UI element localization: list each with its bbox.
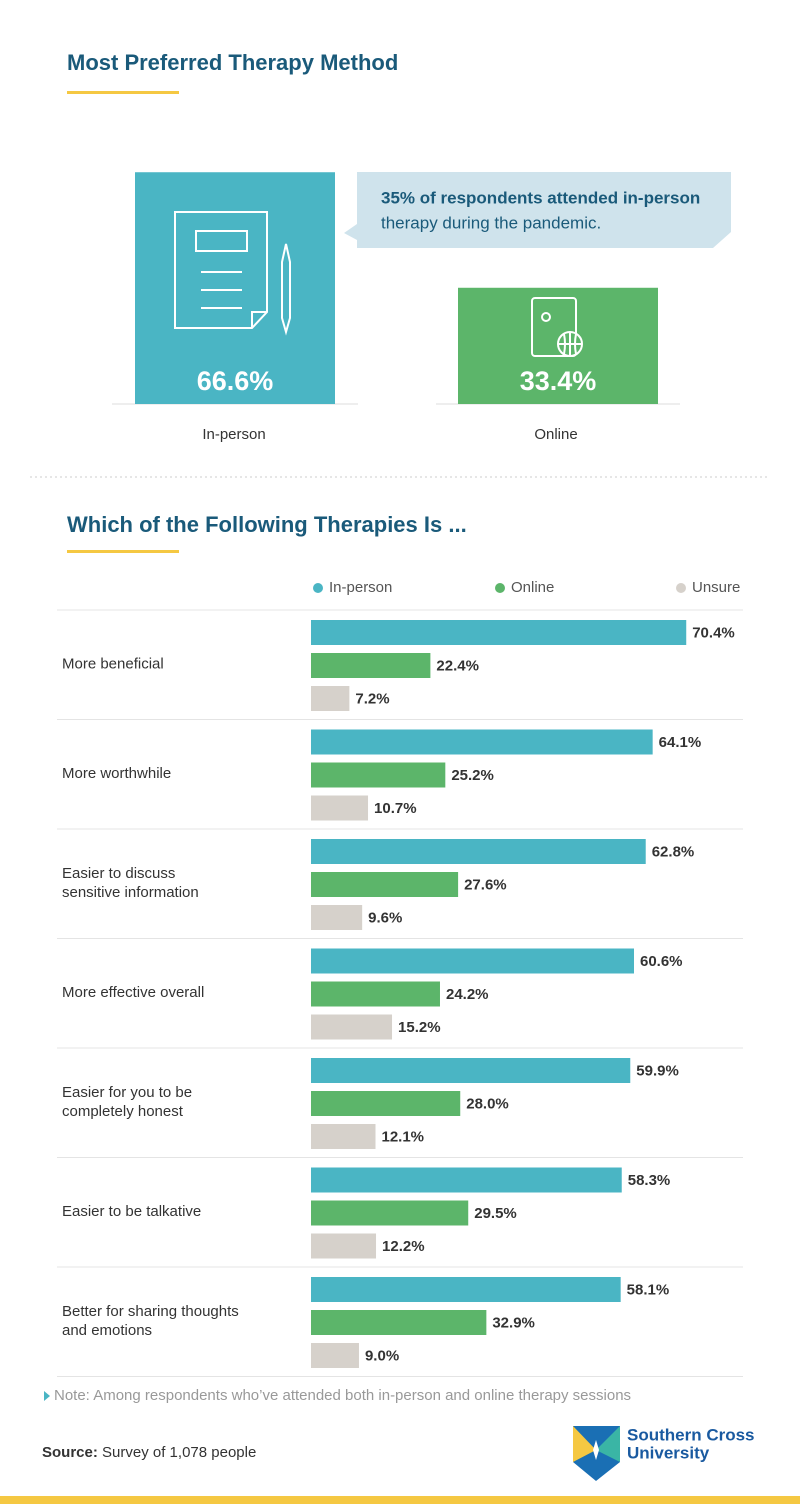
value-label: 70.4% xyxy=(692,624,735,641)
value-label: 62.8% xyxy=(652,843,695,860)
value-label: 58.3% xyxy=(628,1172,671,1189)
callout-text: therapy during the pandemic. xyxy=(381,213,601,232)
icon xyxy=(174,211,268,329)
bar xyxy=(311,872,459,897)
icon xyxy=(541,312,551,322)
value-label: 10.7% xyxy=(374,800,417,817)
value-label: 60.6% xyxy=(640,953,683,970)
icon xyxy=(195,230,248,252)
value-label: 25.2% xyxy=(451,767,494,784)
value-label: 59.9% xyxy=(636,1062,679,1079)
value-label: 32.9% xyxy=(492,1314,535,1331)
source-label: Source: xyxy=(42,1444,98,1461)
bar xyxy=(311,795,369,821)
category-label: More beneficial xyxy=(62,656,164,673)
value-label: 9.0% xyxy=(365,1347,399,1364)
category-label: Online xyxy=(534,426,577,443)
category-label: In-person xyxy=(202,426,265,443)
chart-title: Which of the Following Therapies Is ... xyxy=(67,512,467,537)
icon xyxy=(531,297,577,357)
note-marker xyxy=(44,1391,50,1401)
legend-dot xyxy=(676,583,686,593)
value-label: 24.2% xyxy=(446,986,489,1003)
value-label: 9.6% xyxy=(368,909,402,926)
value-label: 15.2% xyxy=(398,1019,441,1036)
bar xyxy=(311,1091,461,1116)
callout-bold: 35% of respondents attended in-person xyxy=(381,188,700,207)
value-label: 29.5% xyxy=(474,1205,517,1222)
chart-title: Most Preferred Therapy Method xyxy=(67,50,398,75)
bar xyxy=(311,762,446,788)
bar xyxy=(311,1167,622,1193)
bar xyxy=(311,653,431,678)
bar xyxy=(311,1233,377,1259)
logo-text: Southern Cross xyxy=(627,1425,755,1444)
bar xyxy=(311,729,653,755)
legend-dot xyxy=(495,583,505,593)
value-label: 22.4% xyxy=(436,657,479,674)
bar xyxy=(311,839,646,864)
value-label: 12.2% xyxy=(382,1238,425,1255)
bar xyxy=(311,1277,621,1302)
bar xyxy=(135,172,335,404)
category-label: sensitive information xyxy=(62,884,199,901)
value-label: 27.6% xyxy=(464,876,507,893)
note: Note: Among respondents who’ve attended … xyxy=(54,1387,631,1404)
icon xyxy=(558,332,582,356)
bar xyxy=(311,981,440,1007)
legend-label: Unsure xyxy=(692,579,740,596)
value-label: 12.1% xyxy=(381,1128,424,1145)
category-label: More worthwhile xyxy=(62,765,171,782)
category-label: and emotions xyxy=(62,1322,152,1339)
title-underline xyxy=(67,550,179,553)
legend-label: In-person xyxy=(329,579,392,596)
logo-shield xyxy=(596,1426,620,1462)
value-label: 58.1% xyxy=(627,1281,670,1298)
icon xyxy=(281,243,291,336)
bar xyxy=(311,948,634,974)
title-underline xyxy=(67,91,179,94)
value-label: 33.4% xyxy=(520,366,597,396)
legend-dot xyxy=(313,583,323,593)
category-label: Easier for you to be xyxy=(62,1084,192,1101)
bottom-bar xyxy=(0,1496,800,1504)
logo-star xyxy=(593,1440,599,1460)
value-label: 66.6% xyxy=(197,366,274,396)
source-text: Survey of 1,078 people xyxy=(102,1444,256,1461)
category-label: Easier to be talkative xyxy=(62,1203,201,1220)
bar xyxy=(311,1124,376,1149)
bar xyxy=(311,1014,393,1040)
logo-shield xyxy=(573,1426,596,1462)
value-label: 7.2% xyxy=(355,690,389,707)
bar xyxy=(311,1200,469,1226)
logo-text: University xyxy=(627,1443,710,1462)
category-label: Easier to discuss xyxy=(62,865,175,882)
category-label: More effective overall xyxy=(62,984,204,1001)
value-label: 28.0% xyxy=(466,1095,509,1112)
category-label: Better for sharing thoughts xyxy=(62,1303,239,1320)
bar xyxy=(311,620,687,645)
bar xyxy=(311,1058,631,1083)
bar xyxy=(311,686,350,711)
legend-label: Online xyxy=(511,579,554,596)
source: Source: Survey of 1,078 people xyxy=(42,1444,256,1461)
callout-box xyxy=(344,172,731,248)
bar xyxy=(311,905,363,930)
category-label: completely honest xyxy=(62,1103,184,1120)
bar xyxy=(311,1343,359,1368)
bar xyxy=(311,1310,487,1335)
value-label: 64.1% xyxy=(659,734,702,751)
